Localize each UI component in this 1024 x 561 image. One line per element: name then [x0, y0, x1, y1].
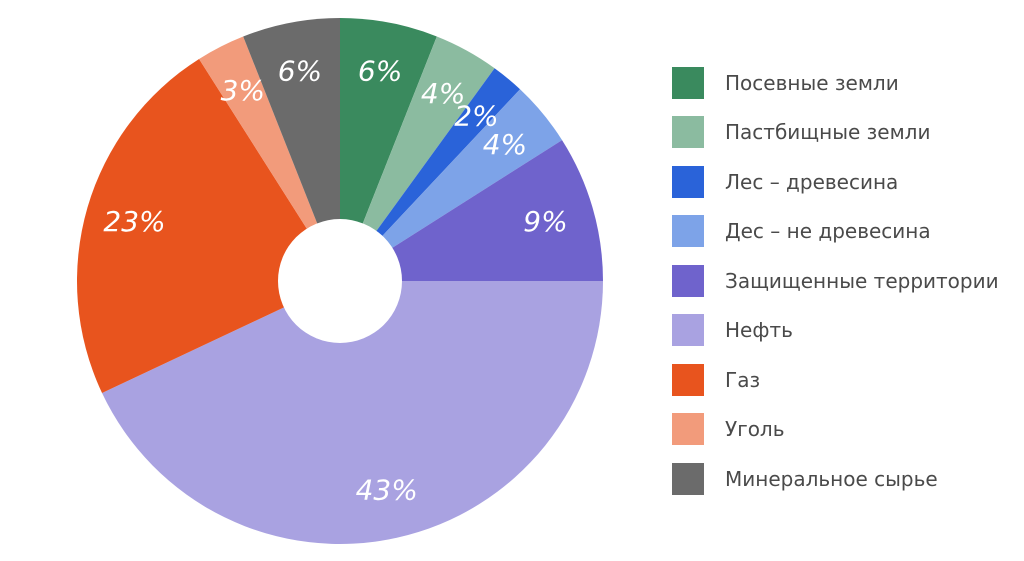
legend-item: Посевные земли: [672, 58, 1017, 108]
pie-slice: [243, 18, 340, 281]
donut-hole: [278, 219, 402, 343]
slice-data-label: 4%: [483, 128, 527, 161]
slice-data-label: 2%: [454, 100, 498, 133]
legend-item: Защищенные территории: [672, 256, 1017, 306]
slice-labels: 6% 4%2%4% 9% 43% 23% 3% 6%: [103, 54, 567, 506]
legend-item: Уголь: [672, 405, 1017, 455]
slice-data-label: 3%: [221, 74, 265, 107]
legend-item: Газ: [672, 355, 1017, 405]
legend-swatch: [672, 314, 704, 347]
legend-item: Дес – не древесина: [672, 207, 1017, 257]
pie-slice: [340, 18, 437, 281]
legend-label: Защищенные территории: [725, 268, 999, 293]
legend-item: Пастбищные земли: [672, 108, 1017, 158]
legend-label: Дес – не древесина: [725, 219, 931, 244]
pie-slice: [199, 36, 340, 281]
legend-label: Газ: [725, 367, 761, 392]
legend-item: Нефть: [672, 306, 1017, 356]
legend-label: Нефть: [725, 318, 793, 343]
pie-slices: [76, 18, 603, 545]
legend: Посевные земли Пастбищные земли Лес – древ…: [672, 58, 1017, 504]
pie-slice: [340, 140, 603, 281]
slice-data-label: 4%: [421, 77, 465, 110]
legend-label: Посевные земли: [725, 70, 899, 95]
slice-data-label: 6%: [358, 54, 402, 87]
legend-swatch: [672, 264, 704, 297]
legend-swatch: [672, 363, 704, 396]
legend-label: Пастбищные земли: [725, 120, 931, 145]
legend-swatch: [672, 116, 704, 149]
legend-swatch: [672, 215, 704, 248]
pie-slice: [340, 68, 521, 281]
pie-slice: [76, 58, 340, 393]
legend-swatch: [672, 462, 704, 495]
slice-data-label: 43%: [356, 473, 418, 506]
slice-data-label: 9%: [523, 205, 567, 238]
slice-data-label: 23%: [103, 205, 165, 238]
legend-label: Минеральное сырье: [725, 466, 938, 491]
pie-slice: [102, 281, 603, 545]
legend-swatch: [672, 413, 704, 446]
legend-item: Лес – древесина: [672, 157, 1017, 207]
legend-swatch: [672, 66, 704, 99]
legend-label: Уголь: [725, 417, 785, 442]
pie-slice: [340, 89, 563, 281]
pie-slice: [340, 36, 495, 281]
legend-item: Минеральное сырье: [672, 454, 1017, 504]
slice-data-label: 6%: [278, 54, 322, 87]
legend-swatch: [672, 165, 704, 198]
pie-chart: 6% 4%2%4% 9% 43% 23% 3% 6%: [76, 18, 603, 545]
legend-label: Лес – древесина: [725, 169, 899, 194]
